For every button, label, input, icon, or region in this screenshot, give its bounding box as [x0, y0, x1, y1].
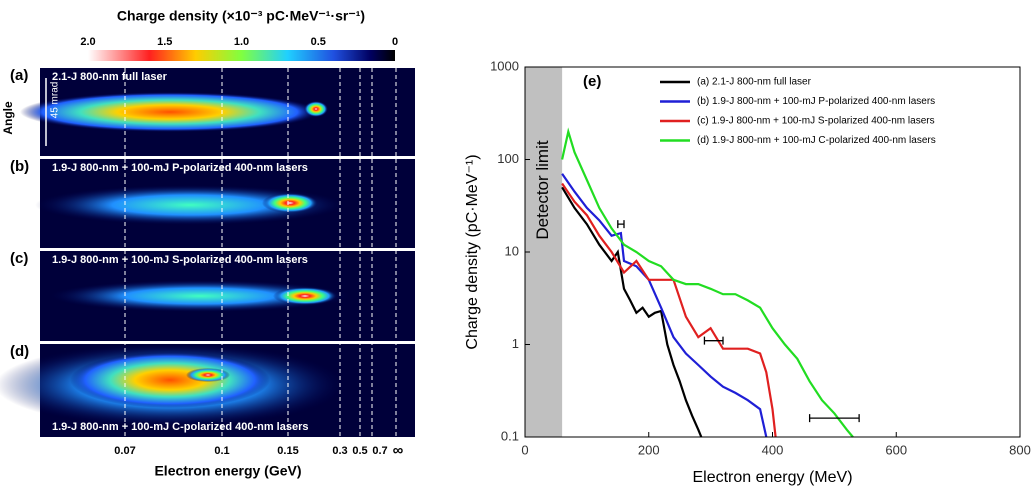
legend-label: (a) 2.1-J 800-nm full laser — [697, 77, 812, 88]
image-panels: Charge density (×10⁻³ pC·MeV⁻¹·sr⁻¹) 2.0 1… — [0, 8, 415, 479]
legend-label: (c) 1.9-J 800-nm + 100-mJ S-polarized 40… — [697, 116, 935, 127]
series-line — [561, 127, 854, 438]
beam — [186, 368, 230, 382]
series-line — [561, 182, 777, 438]
panel-text: 2.1-J 800-nm full laser — [52, 71, 168, 83]
beam — [35, 185, 345, 225]
panel-text: 1.9-J 800-nm + 100-mJ P-polarized 400-nm… — [52, 162, 308, 174]
x-tick-label: 400 — [762, 442, 784, 457]
colorbar-tick-label: 2.0 — [80, 36, 95, 48]
colorbar-tick-label: 1.5 — [157, 36, 172, 48]
plot-frame — [524, 66, 1021, 438]
panel-label: (c) — [10, 250, 28, 267]
panel-text: 1.9-J 800-nm + 100-mJ S-polarized 400-nm… — [52, 254, 308, 266]
beam — [262, 193, 318, 213]
x-tick-label: 200 — [638, 442, 660, 457]
x-axis-label: Electron energy (MeV) — [692, 469, 852, 486]
y-axis-label: Charge density (pC·MeV⁻¹) — [464, 154, 481, 349]
scale-bar-label: 45 mrad — [50, 82, 61, 119]
x-tick-label: 0.5 — [352, 445, 367, 457]
line-chart: Detector limit 0 200 400 600 800 0.1 1 10 100 1000… — [464, 58, 1031, 486]
y-tick-label: 100 — [497, 151, 519, 166]
x-tick-label: 0.3 — [332, 445, 347, 457]
colorbar-title: Charge density (×10⁻³ pC·MeV⁻¹·sr⁻¹) — [117, 8, 365, 24]
y-tick-label: 0.1 — [501, 428, 519, 443]
detector-label: Detector limit — [533, 140, 552, 239]
panel-images — [0, 68, 415, 437]
colorbar — [88, 50, 395, 61]
colorbar-tick-label: 0 — [392, 36, 398, 48]
panel-text: 1.9-J 800-nm + 100-mJ C-polarized 400-nm… — [52, 421, 308, 433]
y-tick-label: 1000 — [490, 58, 519, 73]
x-tick-label: 0.1 — [214, 445, 229, 457]
error-bar — [703, 336, 724, 345]
x-tick-label: 600 — [885, 442, 907, 457]
series-line — [561, 186, 703, 438]
error-bar — [617, 220, 625, 229]
panel-label: (a) — [10, 67, 28, 84]
beam — [304, 101, 328, 117]
colorbar-tick-label: 0.5 — [311, 36, 326, 48]
colorbar-tick-label: 1.0 — [234, 36, 249, 48]
series-line — [561, 173, 768, 438]
x-tick-label: 0.7 — [372, 445, 387, 457]
panel-label: (d) — [10, 343, 29, 360]
x-tick-label: 0 — [521, 442, 528, 457]
y-tick-label: 1 — [512, 336, 519, 351]
x-tick-label: 800 — [1009, 442, 1031, 457]
beam — [273, 287, 337, 305]
y-tick-label: 10 — [505, 243, 519, 258]
x-tick-label: ∞ — [393, 442, 404, 459]
panel-label: (b) — [10, 158, 29, 175]
x-tick-label: 0.15 — [277, 445, 298, 457]
detector-region — [525, 67, 563, 437]
x-axis-label: Electron energy (GeV) — [154, 463, 301, 479]
legend-label: (b) 1.9-J 800-nm + 100-mJ P-polarized 40… — [697, 96, 935, 107]
panel-label: (e) — [583, 73, 601, 90]
legend-label: (d) 1.9-J 800-nm + 100-mJ C-polarized 40… — [697, 135, 936, 146]
error-bar — [808, 414, 860, 423]
y-axis-label: Angle — [1, 101, 15, 135]
beam — [20, 92, 320, 132]
x-tick-label: 0.07 — [114, 445, 135, 457]
beam — [70, 352, 270, 408]
